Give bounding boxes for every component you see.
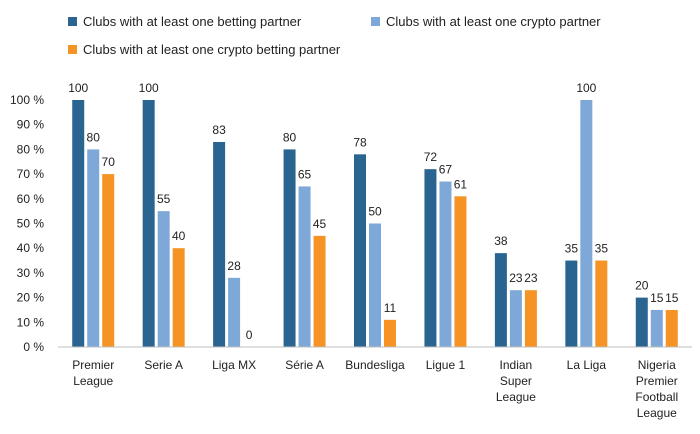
x-tick-label: Indian Super League xyxy=(496,358,536,404)
x-tick-label: Bundesliga xyxy=(345,358,405,372)
legend-swatch-crypto-betting xyxy=(68,45,77,54)
y-tick-label: 10 % xyxy=(17,315,45,329)
data-label: 80 xyxy=(87,130,101,144)
y-tick-label: 70 % xyxy=(17,167,45,181)
bar-crypto xyxy=(228,277,241,347)
x-tick-label: Série A xyxy=(285,358,324,372)
bar-betting xyxy=(354,154,366,347)
legend-swatch-betting xyxy=(68,17,77,26)
data-label: 35 xyxy=(565,242,579,256)
bar-betting xyxy=(494,253,507,347)
x-tick-label: Serie A xyxy=(144,358,183,372)
bar-crypto-betting xyxy=(595,260,608,347)
bar-crypto-betting xyxy=(665,309,678,347)
data-label: 40 xyxy=(172,229,186,243)
data-label: 100 xyxy=(68,81,88,95)
bar-crypto xyxy=(298,186,311,347)
data-label: 0 xyxy=(246,328,253,342)
data-label: 72 xyxy=(424,150,438,164)
y-tick-label: 50 % xyxy=(17,217,45,231)
bar-betting xyxy=(565,260,578,347)
x-tick-label: Liga MX xyxy=(212,358,256,372)
data-label: 83 xyxy=(212,123,226,137)
data-label: 61 xyxy=(454,177,468,191)
legend-swatch-crypto xyxy=(371,17,380,26)
data-label: 15 xyxy=(665,291,679,305)
data-label: 23 xyxy=(524,271,538,285)
bar-betting xyxy=(213,141,226,347)
data-label: 11 xyxy=(384,301,397,315)
x-tick-label: Nigeria Premier Football League xyxy=(635,358,678,420)
bar-crypto xyxy=(509,290,522,347)
bar-betting xyxy=(635,297,648,347)
y-tick-label: 90 % xyxy=(17,118,45,132)
bar-betting xyxy=(142,100,155,347)
legend-item-crypto: Clubs with at least one crypto partner xyxy=(371,14,601,29)
y-tick-label: 20 % xyxy=(17,291,45,305)
chart-legend: Clubs with at least one betting partner … xyxy=(0,0,700,60)
y-tick-label: 60 % xyxy=(17,192,45,206)
data-label: 65 xyxy=(298,167,312,181)
data-label: 100 xyxy=(576,81,596,95)
legend-label-crypto: Clubs with at least one crypto partner xyxy=(386,14,601,29)
bar-crypto xyxy=(650,309,663,347)
data-label: 50 xyxy=(368,205,382,219)
bar-crypto-betting xyxy=(384,319,396,347)
y-tick-label: 30 % xyxy=(17,266,45,280)
data-label: 67 xyxy=(439,163,453,177)
data-label: 80 xyxy=(283,130,297,144)
legend-item-betting: Clubs with at least one betting partner xyxy=(68,14,301,29)
y-tick-label: 80 % xyxy=(17,142,45,156)
bar-crypto-betting xyxy=(524,290,537,347)
y-tick-label: 0 % xyxy=(23,340,44,354)
data-label: 70 xyxy=(102,155,116,169)
bar-crypto xyxy=(87,149,100,347)
bar-crypto xyxy=(157,211,170,347)
bar-crypto xyxy=(369,223,381,347)
bar-crypto-betting xyxy=(172,248,185,347)
legend-label-crypto-betting: Clubs with at least one crypto betting p… xyxy=(83,42,341,57)
data-label: 45 xyxy=(313,217,327,231)
data-label: 23 xyxy=(509,271,523,285)
x-tick-label: Premier League xyxy=(72,358,114,388)
bar-crypto-betting xyxy=(313,235,326,347)
y-tick-label: 100 % xyxy=(10,93,44,107)
x-tick-label: La Liga xyxy=(567,358,607,372)
bar-crypto-betting xyxy=(454,196,467,347)
bar-betting xyxy=(283,149,296,347)
legend-label-betting: Clubs with at least one betting partner xyxy=(83,14,302,29)
data-label: 78 xyxy=(353,135,367,149)
data-label: 38 xyxy=(494,234,508,248)
data-label: 20 xyxy=(635,279,649,293)
data-label: 28 xyxy=(227,259,241,273)
x-axis: Premier League Serie A Liga MX Série A Bundes… xyxy=(58,346,692,420)
x-tick-label: Ligue 1 xyxy=(426,358,466,372)
data-label: 35 xyxy=(595,242,609,256)
legend-item-crypto-betting: Clubs with at least one crypto betting p… xyxy=(68,42,340,57)
bar-crypto-betting xyxy=(102,174,115,347)
data-label: 15 xyxy=(650,291,664,305)
bar-betting xyxy=(72,100,85,347)
y-tick-label: 40 % xyxy=(17,241,45,255)
bar-crypto xyxy=(439,181,452,347)
y-axis: 0 % 10 % 20 % 30 % 40 % 50 % 60 % 70 % 80 % 90 % 1… xyxy=(10,93,44,354)
bar-crypto xyxy=(580,100,593,347)
data-label: 100 xyxy=(139,81,159,95)
bar-betting xyxy=(424,169,437,347)
data-label: 55 xyxy=(157,192,171,206)
bars: 1008070100554083280806545785011726761382… xyxy=(68,81,679,347)
